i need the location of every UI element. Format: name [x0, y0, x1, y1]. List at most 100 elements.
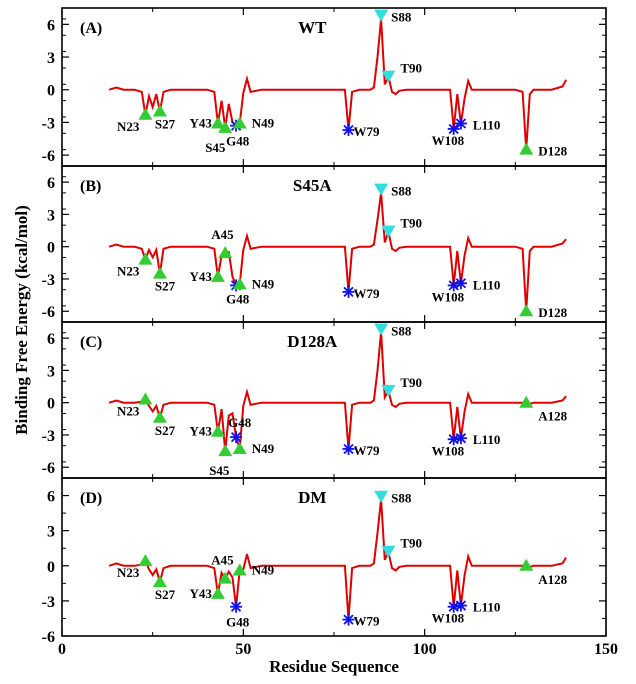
y-tick-label: -3	[42, 115, 55, 132]
asterisk-stroke	[230, 431, 242, 443]
marker-n23	[138, 392, 153, 405]
energy-line	[108, 498, 567, 620]
y-tick-label: 0	[47, 396, 55, 413]
panel-tag: (A)	[80, 20, 102, 37]
residue-label-l110: L110	[473, 432, 500, 447]
panel-tag: (C)	[80, 334, 102, 351]
marker-w79	[342, 124, 355, 137]
y-tick-label: -3	[42, 428, 55, 445]
marker-n23	[138, 252, 153, 265]
asterisk-stroke	[230, 601, 242, 612]
marker-s45	[218, 120, 233, 133]
marker-n49	[232, 563, 247, 576]
x-axis-label: Residue Sequence	[269, 657, 399, 676]
residue-label-s45: S45	[209, 463, 230, 478]
marker-l110	[454, 277, 467, 290]
marker-a45	[218, 246, 233, 259]
residue-label-t90: T90	[400, 216, 422, 231]
residue-label-s88: S88	[391, 10, 412, 25]
marker-a128	[519, 395, 534, 408]
asterisk-stroke	[343, 286, 354, 298]
residue-label-l110: L110	[473, 118, 500, 133]
residue-label-t90: T90	[400, 375, 422, 390]
marker-t90	[381, 545, 396, 558]
residue-label-l110: L110	[473, 600, 500, 615]
marker-s88	[374, 183, 389, 196]
residue-label-t90: T90	[400, 536, 422, 551]
marker-n23	[138, 107, 153, 120]
residue-label-w108: W108	[432, 443, 465, 458]
panel-title: D128A	[287, 332, 338, 351]
residue-label-a45: A45	[211, 553, 234, 568]
residue-label-w79: W79	[354, 443, 381, 458]
residue-label-y43: Y43	[190, 269, 213, 284]
residue-label-y43: Y43	[190, 586, 213, 601]
residue-label-s27: S27	[155, 587, 176, 602]
x-tick-label: 150	[594, 641, 618, 658]
marker-y43	[210, 586, 225, 599]
residue-label-a128: A128	[538, 409, 567, 424]
y-tick-label: 6	[47, 17, 55, 34]
marker-l110	[454, 432, 467, 445]
residue-label-g48: G48	[226, 615, 250, 630]
y-tick-label: 6	[47, 331, 55, 348]
residue-label-g48: G48	[226, 134, 250, 149]
panel-title: WT	[298, 18, 327, 37]
residue-label-n23: N23	[117, 403, 140, 418]
residue-label-n49: N49	[252, 562, 275, 577]
residue-label-y43: Y43	[190, 116, 213, 131]
y-tick-label: -6	[42, 148, 55, 165]
marker-y43	[210, 269, 225, 282]
x-tick-label: 100	[413, 641, 437, 658]
residue-label-t90: T90	[400, 61, 422, 76]
residue-label-w108: W108	[432, 289, 465, 304]
asterisk-stroke	[448, 601, 459, 612]
marker-t90	[381, 225, 396, 238]
asterisk-stroke	[455, 433, 467, 444]
energy-line	[108, 192, 567, 312]
y-tick-label: 6	[47, 175, 55, 192]
marker-s45	[218, 444, 233, 457]
marker-g48	[230, 431, 243, 444]
y-tick-label: -3	[42, 272, 55, 289]
marker-y43	[210, 116, 225, 129]
panel-tag: (D)	[80, 490, 102, 507]
panel-frame	[61, 477, 607, 637]
y-tick-label: 3	[47, 207, 55, 224]
marker-s27	[152, 266, 167, 279]
residue-label-s27: S27	[155, 117, 176, 132]
residue-label-s88: S88	[391, 324, 412, 339]
marker-s27	[152, 410, 167, 423]
energy-line	[108, 331, 567, 452]
marker-w108	[447, 122, 460, 135]
marker-n49	[232, 277, 247, 290]
marker-t90	[381, 384, 396, 397]
residue-label-n49: N49	[252, 116, 275, 131]
residue-label-w79: W79	[354, 286, 381, 301]
residue-label-n23: N23	[117, 264, 140, 279]
residue-label-w79: W79	[354, 614, 381, 629]
residue-label-g48: G48	[226, 291, 250, 306]
energy-line	[108, 18, 567, 150]
marker-d128	[519, 142, 534, 155]
y-tick-label: 3	[47, 524, 55, 541]
residue-label-d128: D128	[538, 305, 567, 320]
marker-s27	[152, 575, 167, 588]
marker-n23	[138, 554, 153, 567]
residue-label-s27: S27	[155, 423, 176, 438]
asterisk-stroke	[343, 614, 354, 625]
y-tick-label: 3	[47, 50, 55, 67]
panel-tag: (B)	[80, 178, 101, 195]
marker-w79	[342, 285, 355, 298]
residue-label-s88: S88	[391, 491, 412, 506]
marker-l110	[454, 599, 467, 612]
asterisk-stroke	[455, 600, 467, 611]
residue-label-g48: G48	[228, 415, 252, 430]
residue-label-s88: S88	[391, 184, 412, 199]
y-tick-label: 3	[47, 363, 55, 380]
marker-g48	[230, 600, 243, 613]
panel-title: DM	[298, 488, 326, 507]
